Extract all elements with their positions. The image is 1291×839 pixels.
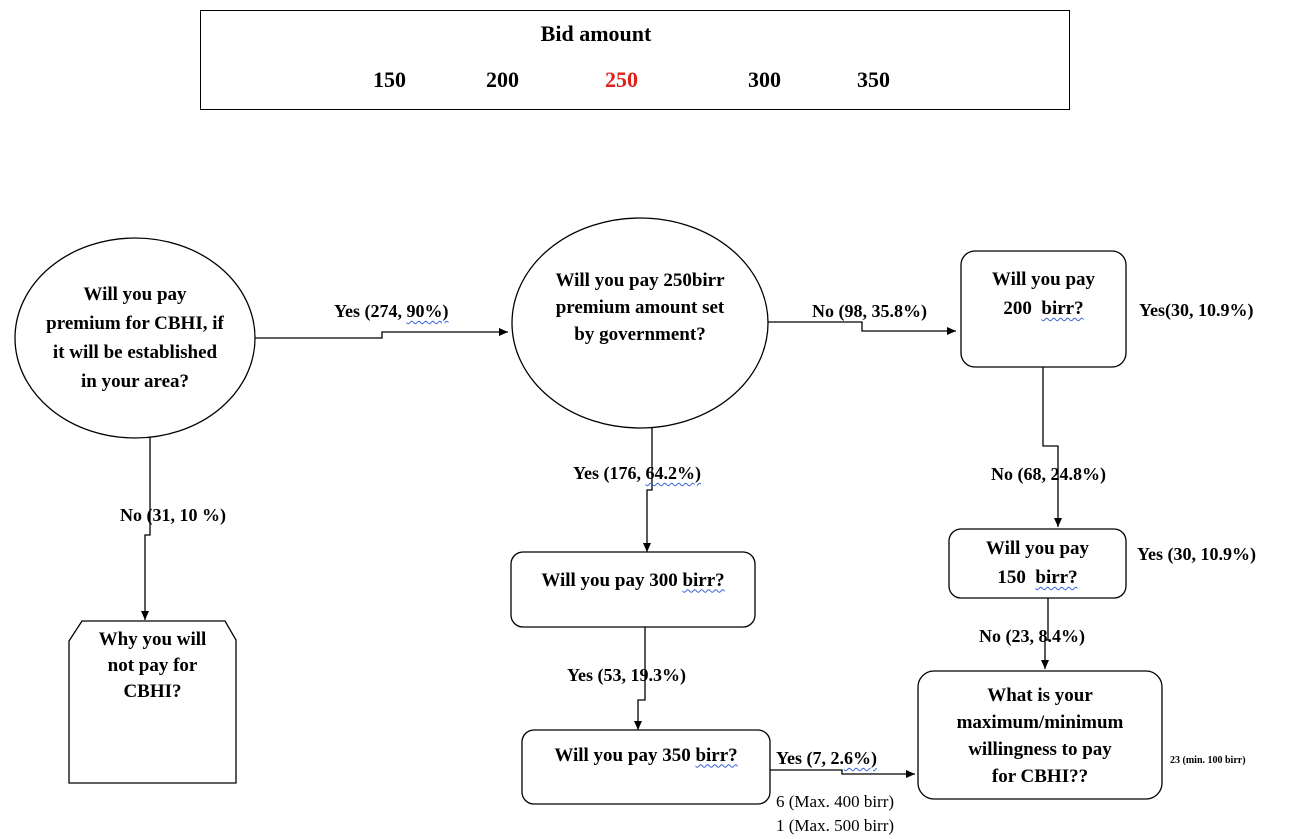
label-yes-274-suffix: 90%) <box>406 301 449 321</box>
label-no-23: No (23, 8.4%) <box>979 626 1085 646</box>
label-yes-7-suffix: 6%) <box>844 748 877 768</box>
label-max-500: 1 (Max. 500 birr) <box>776 816 895 835</box>
node-150: Will you pay 150 birr? <box>949 533 1126 593</box>
edge-yes-176 <box>643 427 653 552</box>
bid-amount-250: 250 <box>605 67 638 92</box>
node-350-prefix: Will you pay 350 <box>554 744 691 766</box>
node-350: Will you pay 350 birr? <box>522 730 770 780</box>
node-250birr: Will you pay 250birr premium amount set … <box>555 269 725 345</box>
node-200-suffix: birr? <box>1041 298 1084 319</box>
label-yes-176-prefix: Yes (176, <box>573 463 646 483</box>
edge-no-68 <box>1042 367 1062 527</box>
node-will-you-pay-premium: Will you pay premium for CBHI, if it wil… <box>46 284 224 392</box>
label-yes-30-200: Yes(30, 10.9%) <box>1139 300 1254 320</box>
label-yes-7-prefix: Yes (7, 2. <box>776 748 844 768</box>
label-no-31: No (31, 10 %) <box>120 505 226 525</box>
edge-yes-53 <box>634 627 646 730</box>
node-350-shape <box>521 729 771 805</box>
node-why-not-pay-shape <box>68 620 237 784</box>
edge-no-23 <box>1041 598 1049 669</box>
label-yes-274-prefix: Yes (274, <box>334 301 407 321</box>
bid-amount-300: 300 <box>748 67 781 92</box>
label-max-400: 6 (Max. 400 birr) <box>776 792 895 811</box>
label-yes-176-suffix: 64.2%) <box>645 463 702 483</box>
node-200: Will you pay 200 birr? <box>961 260 1126 328</box>
label-yes-176: Yes (176, 64.2%) <box>573 463 701 484</box>
bid-amount-350: 350 <box>857 67 890 92</box>
node-350-suffix: birr? <box>695 744 738 766</box>
node-will-you-pay-premium-shape <box>14 237 256 439</box>
label-yes-53: Yes (53, 19.3%) <box>567 665 686 685</box>
bid-amount-200: 200 <box>486 67 519 92</box>
node-300-prefix: Will you pay 300 <box>541 569 678 591</box>
node-150-suffix: birr? <box>1035 567 1078 588</box>
label-no-68: No (68, 24.8%) <box>991 464 1106 484</box>
node-300-shape <box>510 551 756 628</box>
node-150-line1: Will you pay <box>985 538 1090 559</box>
bid-amount-150: 150 <box>373 67 406 92</box>
edge-yes-7 <box>770 769 915 778</box>
node-max-min: What is your maximum/minimum willingness… <box>956 685 1124 787</box>
node-300-suffix: birr? <box>682 569 725 591</box>
node-250birr-shape <box>511 217 769 429</box>
node-300: Will you pay 300 birr? <box>511 552 755 608</box>
node-why-not-pay: Why you will not pay for CBHI? <box>98 629 207 702</box>
label-yes-274: Yes (274, 90%) <box>334 301 449 322</box>
node-150-prefix: 150 <box>997 567 1031 588</box>
label-yes-30-150: Yes (30, 10.9%) <box>1137 544 1256 564</box>
node-200-line1: Will you pay <box>991 269 1096 290</box>
edge-no-31 <box>141 437 151 620</box>
node-150-shape <box>948 528 1127 599</box>
bid-amount-box: Bid amount 150 200 250 300 350 <box>200 10 1070 110</box>
node-max-min-shape <box>917 670 1163 800</box>
edge-yes-274 <box>255 328 508 339</box>
node-200-shape <box>960 250 1127 368</box>
label-yes-7: Yes (7, 2.6%) <box>776 748 877 769</box>
bid-amount-title: Bid amount <box>540 21 652 46</box>
edge-no-98 <box>765 321 956 335</box>
node-200-prefix: 200 <box>1003 298 1037 319</box>
label-min-23: 23 (min. 100 birr) <box>1170 755 1246 766</box>
label-no-98: No (98, 35.8%) <box>812 301 927 321</box>
